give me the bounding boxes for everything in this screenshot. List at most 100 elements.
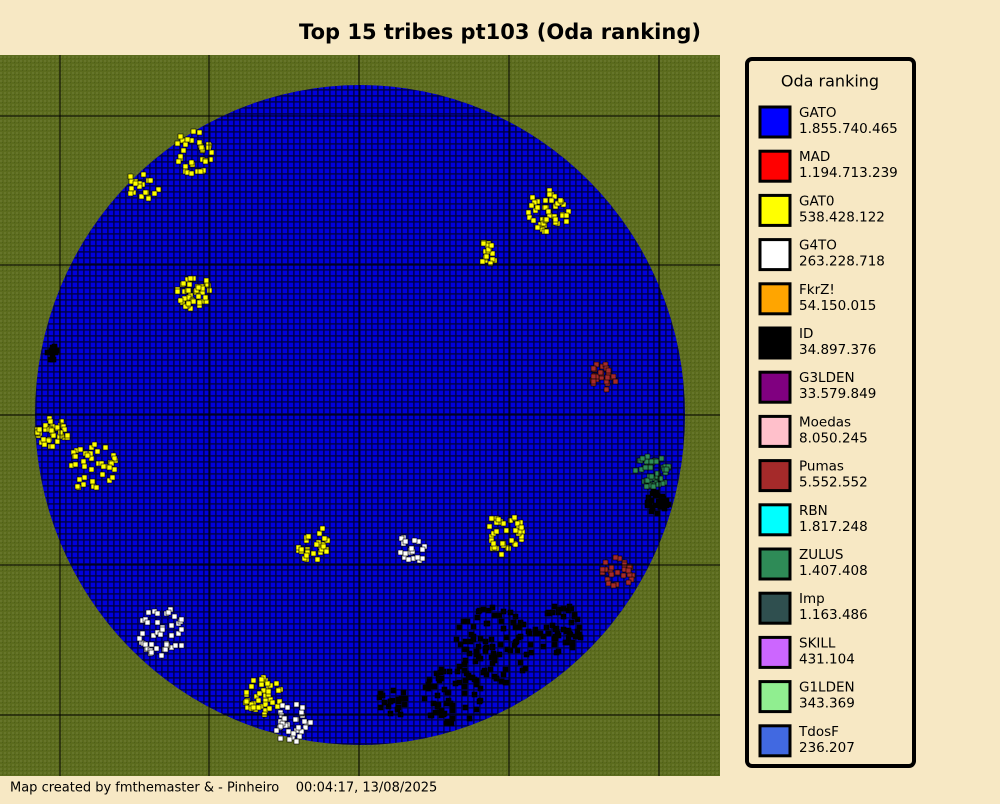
legend-name: TdosF: [798, 724, 839, 740]
village: [248, 683, 255, 690]
village: [449, 715, 456, 722]
village: [174, 140, 181, 147]
village: [477, 635, 484, 642]
village: [496, 651, 503, 658]
village: [290, 730, 297, 737]
village: [498, 618, 505, 625]
village: [64, 432, 71, 439]
village: [540, 633, 547, 640]
village: [435, 701, 442, 708]
village: [604, 374, 611, 381]
village: [486, 523, 493, 530]
village: [500, 608, 507, 615]
village: [488, 515, 495, 522]
village: [654, 470, 661, 477]
village: [540, 643, 547, 650]
village: [180, 147, 187, 154]
legend-swatch: [758, 326, 792, 360]
village: [528, 649, 535, 656]
village: [395, 696, 402, 703]
village: [142, 189, 149, 196]
village: [482, 638, 489, 645]
legend-points: 5.552.552: [799, 475, 868, 491]
village: [313, 541, 320, 548]
legend-name: G4TO: [799, 238, 837, 254]
legend-name: SKILL: [799, 635, 836, 651]
village: [503, 527, 510, 534]
village: [590, 365, 597, 372]
village: [433, 670, 440, 677]
village: [36, 426, 43, 433]
village: [157, 631, 164, 638]
village: [195, 284, 202, 291]
village: [519, 667, 526, 674]
village: [76, 476, 83, 483]
village: [184, 136, 191, 143]
village: [511, 642, 518, 649]
village: [657, 503, 664, 510]
village: [488, 242, 495, 249]
legend-points: 431.104: [799, 651, 855, 667]
village: [186, 281, 193, 288]
village: [534, 224, 541, 231]
village: [106, 477, 113, 484]
village: [402, 538, 409, 545]
legend-points: 1.194.713.239: [799, 165, 898, 181]
village: [243, 689, 250, 696]
village: [530, 217, 537, 224]
village: [567, 631, 574, 638]
village: [543, 624, 550, 631]
village: [243, 698, 250, 705]
village: [177, 133, 184, 140]
village: [298, 709, 305, 716]
village: [394, 706, 401, 713]
village: [510, 619, 517, 626]
legend-swatch: [758, 635, 792, 669]
village: [470, 633, 477, 640]
village: [551, 603, 558, 610]
village: [153, 645, 160, 652]
village: [196, 139, 203, 146]
village: [54, 424, 61, 431]
village: [599, 566, 606, 573]
village: [480, 240, 487, 247]
village: [605, 367, 612, 374]
village: [473, 681, 480, 688]
village: [54, 438, 61, 445]
village: [432, 709, 439, 716]
village: [441, 686, 448, 693]
village: [196, 299, 203, 306]
legend-points: 343.369: [799, 696, 855, 712]
village: [81, 463, 88, 470]
village: [49, 443, 56, 450]
village: [190, 298, 197, 305]
village: [461, 690, 468, 697]
village: [305, 533, 312, 540]
village: [314, 556, 321, 563]
legend-swatch: [758, 149, 792, 183]
village: [265, 688, 272, 695]
village: [563, 628, 570, 635]
village: [285, 728, 292, 735]
village: [657, 475, 664, 482]
village: [53, 347, 60, 354]
village: [474, 614, 481, 621]
village: [74, 483, 81, 490]
village: [188, 170, 195, 177]
village: [644, 499, 651, 506]
village: [461, 646, 468, 653]
village: [462, 638, 469, 645]
village: [493, 675, 500, 682]
legend-points: 236.207: [799, 740, 855, 756]
village: [426, 676, 433, 683]
village: [208, 149, 215, 156]
village: [472, 658, 479, 665]
legend-points: 263.228.718: [799, 254, 885, 270]
village: [653, 458, 660, 465]
village: [81, 474, 88, 481]
village: [145, 195, 152, 202]
village: [489, 660, 496, 667]
village: [276, 698, 283, 705]
village: [650, 483, 657, 490]
